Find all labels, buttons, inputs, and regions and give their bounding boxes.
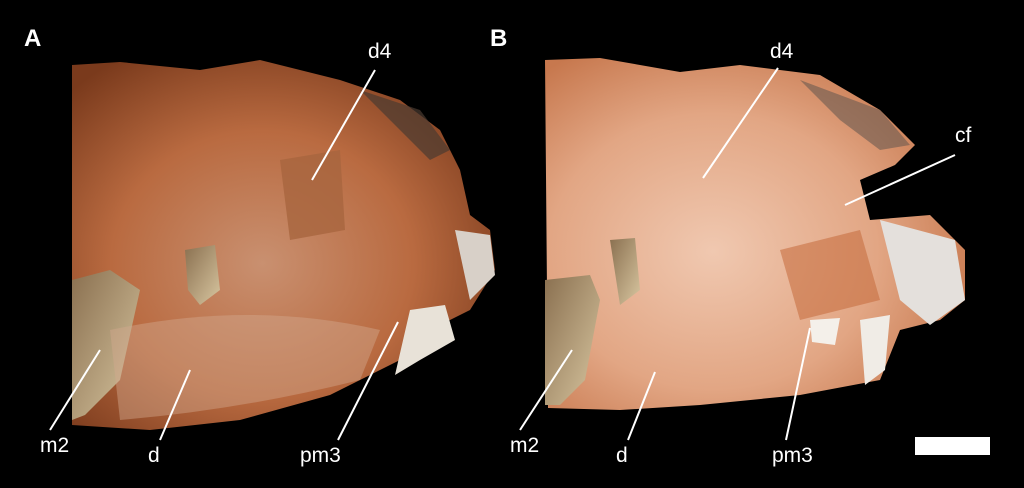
scale-bar xyxy=(915,437,990,455)
annotation: m2 xyxy=(510,434,539,457)
annotation: d4 xyxy=(770,40,794,63)
annotation: d xyxy=(616,444,628,467)
leader-line xyxy=(337,321,399,441)
annotation: cf xyxy=(955,124,972,147)
annotation: m2 xyxy=(40,434,69,457)
annotation: pm3 xyxy=(772,444,813,467)
annotation: d4 xyxy=(368,40,392,63)
leader-line xyxy=(49,349,101,431)
leader-line xyxy=(627,371,656,441)
annotation: d xyxy=(148,444,160,467)
leader-line xyxy=(785,327,811,441)
leader-line xyxy=(159,369,191,441)
panel-label: B xyxy=(490,25,507,52)
leader-line xyxy=(311,69,376,181)
leader-line xyxy=(702,67,779,179)
panel-label: A xyxy=(24,25,41,52)
fossil-b xyxy=(545,58,965,410)
leader-line xyxy=(844,154,956,206)
annotation: pm3 xyxy=(300,444,341,467)
leader-line xyxy=(519,349,573,431)
